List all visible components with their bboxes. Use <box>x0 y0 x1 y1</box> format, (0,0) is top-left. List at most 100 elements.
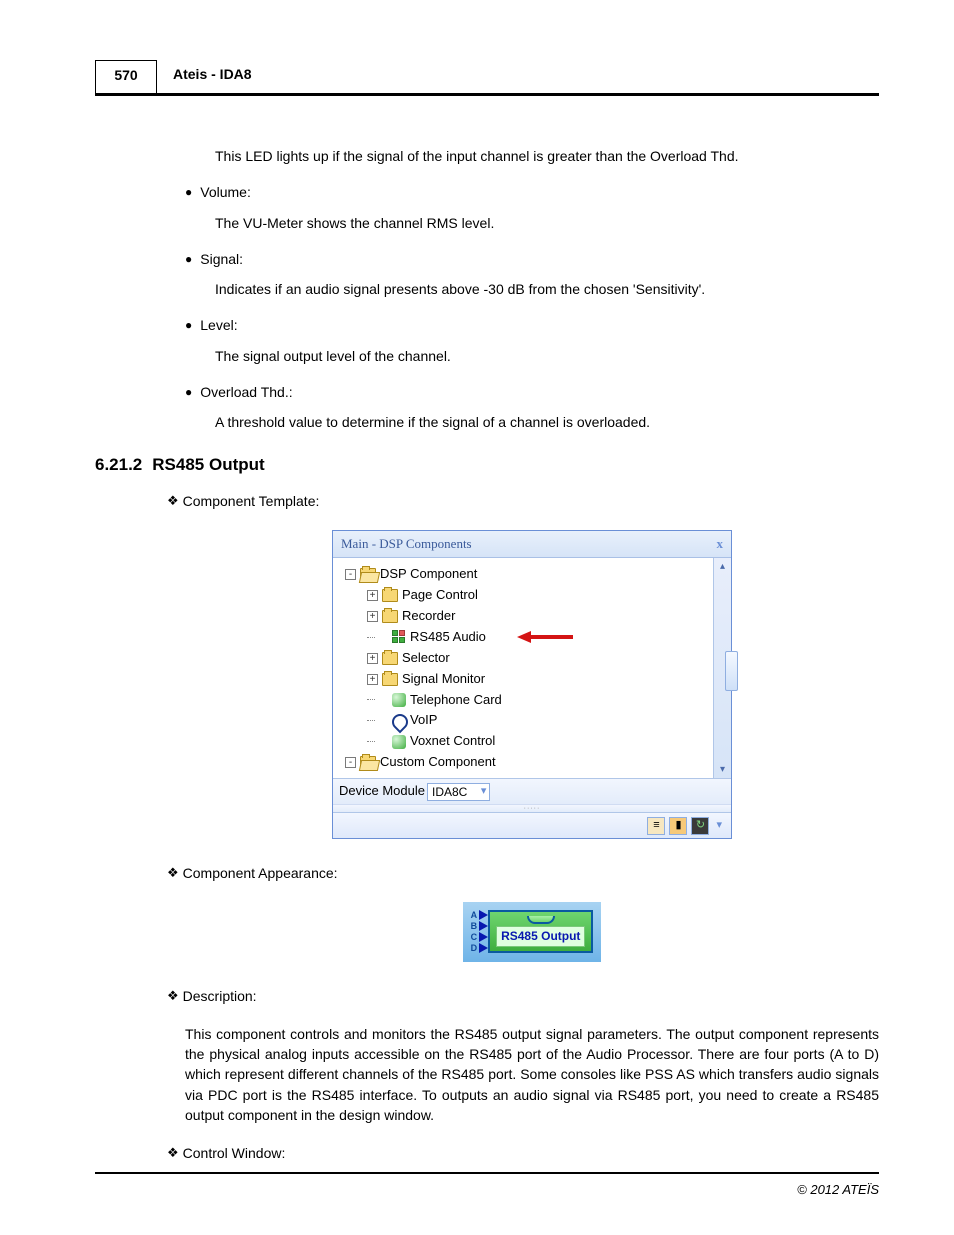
expand-icon[interactable]: + <box>367 674 378 685</box>
intro-text: This LED lights up if the signal of the … <box>215 146 879 166</box>
tree-titlebar: Main - DSP Components x <box>333 531 731 559</box>
bullet-item: ● Volume: <box>185 182 879 202</box>
device-module-select[interactable]: IDA8C <box>427 783 490 801</box>
voip-icon <box>392 714 406 728</box>
tree-item[interactable]: + Page Control <box>337 585 709 606</box>
subsection-label: Control Window: <box>183 1143 286 1163</box>
subsection-description: ❖ Description: <box>167 986 879 1006</box>
collapse-icon[interactable]: - <box>345 569 356 580</box>
scroll-up-icon[interactable]: ▴ <box>714 558 731 575</box>
chevron-down-icon[interactable]: ▾ <box>713 818 725 834</box>
list-icon[interactable]: ≡ <box>647 817 665 835</box>
tree-item-label: Selector <box>402 649 450 668</box>
close-icon[interactable]: x <box>717 535 724 554</box>
device-module-label: Device Module <box>339 782 425 801</box>
grip-handle[interactable]: ····· <box>333 804 731 812</box>
tree-item-label: VoIP <box>410 711 437 730</box>
section-heading: 6.21.2 RS485 Output <box>95 453 879 478</box>
bullet-item: ● Overload Thd.: <box>185 382 879 402</box>
expand-icon[interactable]: + <box>367 590 378 601</box>
highlight-arrow-icon <box>517 631 573 643</box>
tree-item[interactable]: VoIP <box>337 710 709 731</box>
bullet-label: Signal: <box>200 249 243 269</box>
tree-item-label: Custom Component <box>380 753 496 772</box>
bullet-dot-icon: ● <box>185 249 192 269</box>
bullet-text: The signal output level of the channel. <box>215 346 879 366</box>
bullet-dot-icon: ● <box>185 182 192 202</box>
telephone-icon <box>392 735 406 749</box>
appearance-box: RS485 Output <box>488 910 593 953</box>
collapse-icon[interactable]: - <box>345 757 356 768</box>
diamond-icon: ❖ <box>167 1143 179 1163</box>
tree-list: -DSP Component+Page Control+RecorderRS48… <box>333 558 713 778</box>
bullet-item: ● Signal: <box>185 249 879 269</box>
tree-title: Main - DSP Components <box>341 535 472 554</box>
tree-item-label: Recorder <box>402 607 455 626</box>
diamond-icon: ❖ <box>167 863 179 883</box>
diamond-icon: ❖ <box>167 491 179 511</box>
subsection-label: Description: <box>183 986 257 1006</box>
expand-icon[interactable]: + <box>367 653 378 664</box>
subsection-label: Component Template: <box>183 491 320 511</box>
header-title: Ateis - IDA8 <box>157 60 252 93</box>
page-footer: © 2012 ATEÏS <box>95 1172 879 1197</box>
chart-icon[interactable]: ▮ <box>669 817 687 835</box>
tree-item[interactable]: RS485 Audio <box>337 627 709 648</box>
refresh-icon[interactable]: ↻ <box>691 817 709 835</box>
tree-item-label: Page Control <box>402 586 478 605</box>
device-module-row: Device Module IDA8C <box>333 778 731 804</box>
section-title: RS485 Output <box>152 455 264 474</box>
scrollbar[interactable]: ▴ ▾ <box>713 558 731 778</box>
tree-item[interactable]: - Custom Component <box>337 752 709 773</box>
bullet-text: The VU-Meter shows the channel RMS level… <box>215 213 879 233</box>
folder-icon <box>382 610 398 623</box>
tree-item-label: Signal Monitor <box>402 670 485 689</box>
tree-item-label: RS485 Audio <box>410 628 486 647</box>
folder-icon <box>382 652 398 665</box>
port-letter: B <box>471 921 478 932</box>
subsection-appearance: ❖ Component Appearance: <box>167 863 879 883</box>
folder-icon <box>382 589 398 602</box>
bullet-text: Indicates if an audio signal presents ab… <box>215 279 879 299</box>
port-arrow-icon <box>479 943 488 953</box>
bullet-dot-icon: ● <box>185 315 192 335</box>
bullet-label: Level: <box>200 315 237 335</box>
tree-item[interactable]: + Recorder <box>337 606 709 627</box>
tree-item[interactable]: - DSP Component <box>337 564 709 585</box>
port-arrow-icon <box>479 921 488 931</box>
port-letters: ABCD <box>471 910 478 954</box>
bullet-label: Volume: <box>200 182 251 202</box>
bullet-label: Overload Thd.: <box>200 382 292 402</box>
page-header: 570 Ateis - IDA8 <box>95 60 879 96</box>
tree-item-label: DSP Component <box>380 565 477 584</box>
description-text: This component controls and monitors the… <box>185 1024 879 1125</box>
expand-icon[interactable]: + <box>367 611 378 622</box>
page-number: 570 <box>95 60 157 93</box>
telephone-icon <box>392 693 406 707</box>
tree-item[interactable]: + Selector <box>337 648 709 669</box>
port-letter: A <box>471 910 478 921</box>
bullet-text: A threshold value to determine if the si… <box>215 412 879 432</box>
tree-item[interactable]: Telephone Card <box>337 690 709 711</box>
port-letter: D <box>471 943 478 954</box>
component-icon <box>392 630 406 644</box>
tree-item[interactable]: Voxnet Control <box>337 731 709 752</box>
diamond-icon: ❖ <box>167 986 179 1006</box>
subsection-label: Component Appearance: <box>183 863 338 883</box>
appearance-label: RS485 Output <box>496 926 585 947</box>
folder-icon <box>382 673 398 686</box>
subsection-template: ❖ Component Template: <box>167 491 879 511</box>
tree-item[interactable]: + Signal Monitor <box>337 669 709 690</box>
appearance-component: ABCD RS485 Output <box>463 902 602 962</box>
tree-item-label: Telephone Card <box>410 691 502 710</box>
port-arrows <box>479 910 488 954</box>
tree-spacer <box>377 694 388 705</box>
port-arrow-icon <box>479 932 488 942</box>
tree-spacer <box>377 736 388 747</box>
scroll-thumb[interactable] <box>725 651 738 691</box>
scroll-down-icon[interactable]: ▾ <box>714 761 731 778</box>
section-number: 6.21.2 <box>95 453 142 478</box>
tree-item-label: Voxnet Control <box>410 732 495 751</box>
bullet-item: ● Level: <box>185 315 879 335</box>
bullet-dot-icon: ● <box>185 382 192 402</box>
